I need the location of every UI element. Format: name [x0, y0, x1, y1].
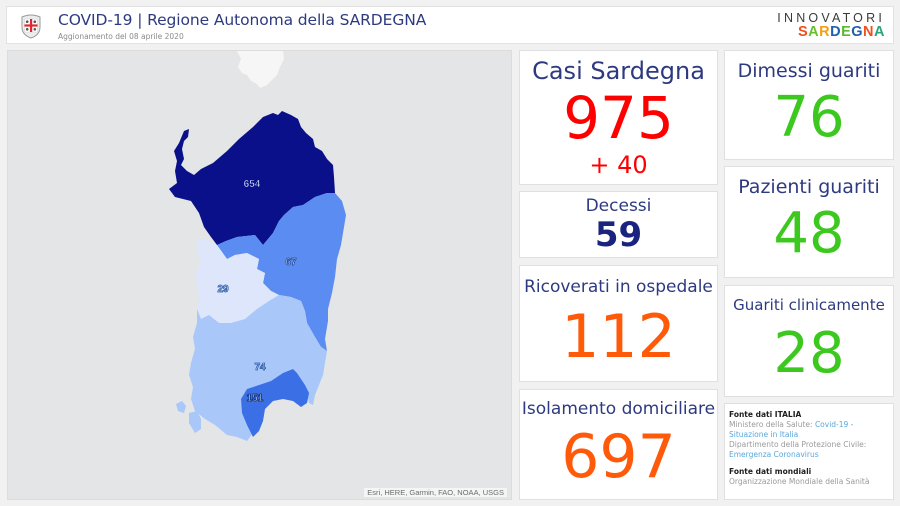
card-dimessi-guariti: Dimessi guariti 76: [724, 50, 894, 160]
province-map[interactable]: 654 67 29 74 151 Esri, HERE, Garmin, FAO…: [7, 50, 512, 500]
card-label: Decessi: [585, 196, 652, 216]
card-label: Casi Sardegna: [532, 57, 705, 85]
label-oristano: 29: [217, 284, 229, 295]
card-label: Pazienti guariti: [738, 176, 880, 198]
card-data-sources: Fonte dati ITALIA Ministero della Salute…: [724, 403, 894, 500]
province-sassari[interactable]: [169, 111, 335, 245]
province-cagliari[interactable]: [241, 369, 309, 437]
brand-bottom-text: SARDEGNA: [777, 24, 885, 40]
card-isolamento: Isolamento domiciliare 697: [519, 389, 718, 500]
sardinia-coat-of-arms-icon: [19, 13, 43, 39]
label-sud-sardegna: 74: [254, 362, 266, 373]
brand-letter: E: [841, 24, 852, 40]
ministero-text: Ministero della Salute:: [729, 420, 815, 429]
sources-italia-heading: Fonte dati ITALIA: [729, 410, 802, 419]
card-label: Guariti clinicamente: [733, 296, 885, 314]
island-sant-antioco: [189, 411, 201, 433]
header-bar: COVID-19 | Regione Autonoma della SARDEG…: [6, 6, 894, 44]
update-date: Aggionamento del 08 aprile 2020: [58, 32, 184, 41]
brand-letter: A: [808, 24, 820, 40]
label-sassari: 654: [244, 179, 261, 190]
oms-text: Organizzazione Mondiale della Sanità: [729, 477, 870, 486]
card-decessi: Decessi 59: [519, 191, 718, 258]
province-sud-sardegna[interactable]: [189, 295, 327, 441]
card-label: Ricoverati in ospedale: [524, 277, 713, 297]
province-oristano[interactable]: [195, 239, 279, 323]
card-pazienti-guariti: Pazienti guariti 48: [724, 166, 894, 278]
discharged-value: 76: [773, 85, 845, 150]
card-casi-sardegna: Casi Sardegna 975 + 40: [519, 50, 718, 185]
protezione-text: Dipartimento della Protezione Civile:: [729, 440, 867, 449]
card-ricoverati: Ricoverati in ospedale 112: [519, 265, 718, 382]
home-isolation-value: 697: [561, 422, 676, 492]
province-nuoro[interactable]: [217, 193, 346, 351]
ministero-link[interactable]: Covid-19 - Situazione in Italia: [729, 420, 854, 439]
brand-letter: R: [819, 24, 831, 40]
brand-letter: S: [797, 24, 809, 40]
brand-top-text: INNOVATORI: [777, 11, 885, 25]
deaths-value: 59: [594, 215, 643, 255]
brand-letter: D: [830, 24, 842, 40]
sources-mondiali-heading: Fonte dati mondiali: [729, 467, 812, 476]
hospitalized-value: 112: [561, 302, 676, 372]
clinically-recovered-value: 28: [773, 321, 845, 386]
page-title: COVID-19 | Regione Autonoma della SARDEG…: [58, 11, 427, 29]
brand-letter: G: [851, 24, 864, 40]
brand-letter: N: [863, 24, 875, 40]
card-label: Dimessi guariti: [737, 60, 881, 82]
card-label: Isolamento domiciliare: [521, 399, 716, 419]
brand-letter: A: [874, 24, 885, 40]
corsica-landmass: [237, 51, 284, 88]
card-guariti-clinicamente: Guariti clinicamente 28: [724, 285, 894, 397]
total-cases-value: 975: [563, 84, 674, 152]
recovered-value: 48: [773, 201, 845, 266]
innovatori-sardegna-logo[interactable]: INNOVATORI SARDEGNA: [777, 11, 885, 40]
label-cagliari: 151: [247, 393, 264, 404]
protezione-link[interactable]: Emergenza Coronavirus: [729, 450, 819, 459]
new-cases-delta: + 40: [589, 151, 648, 179]
label-nuoro: 67: [285, 257, 297, 268]
island-san-pietro: [176, 401, 186, 413]
map-attribution[interactable]: Esri, HERE, Garmin, FAO, NOAA, USGS: [364, 488, 507, 497]
